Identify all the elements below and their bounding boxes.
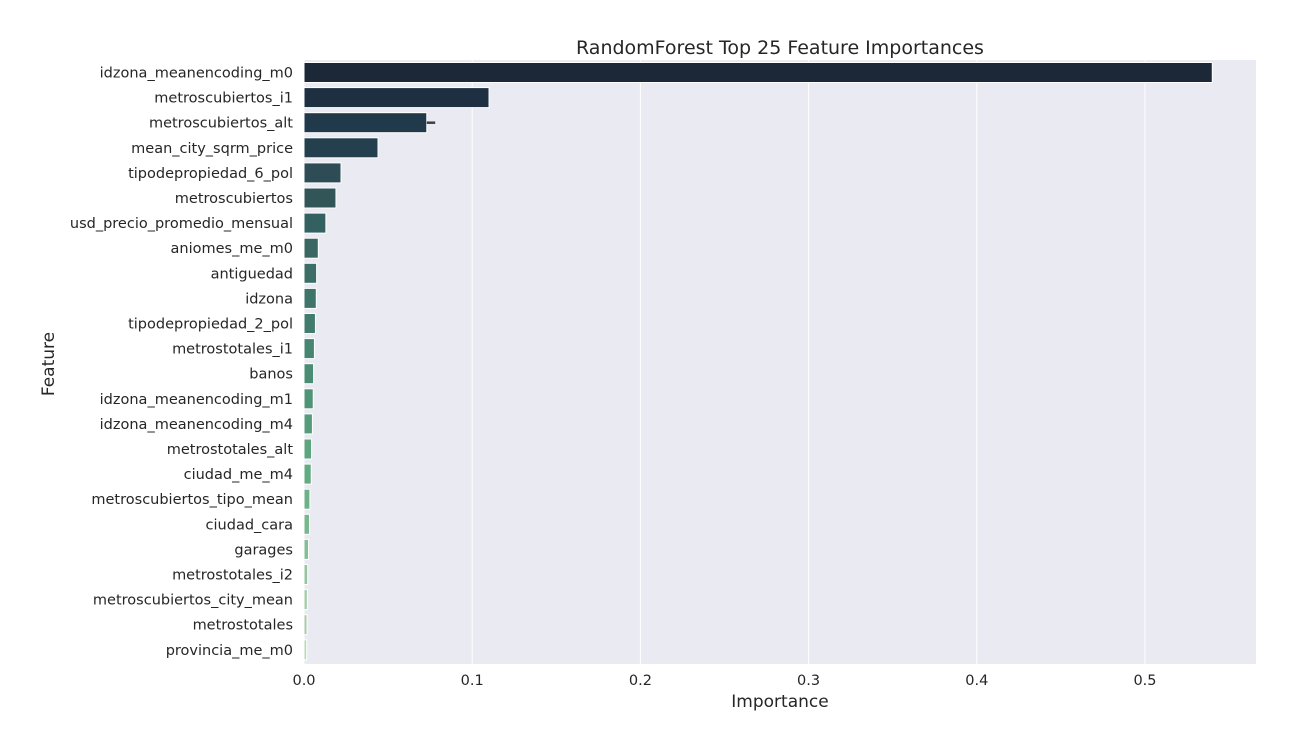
y-tick-label: aniomes_me_m0: [171, 241, 293, 257]
x-tick-label: 0.5: [1133, 673, 1156, 689]
bar-tipodepropiedad_2_pol: [303, 313, 316, 334]
y-tick-label: idzona_meanencoding_m4: [100, 417, 293, 433]
y-tick-label: idzona: [245, 291, 293, 307]
bar-ciudad_cara: [303, 513, 311, 535]
bar-idzona_meanencoding_m1: [303, 388, 314, 410]
y-tick-label: metrostotales_alt: [167, 442, 294, 458]
bar-metroscubiertos_tipo_mean: [303, 488, 311, 510]
x-ticks: 0.0 0.1 0.2 0.3 0.4 0.5: [292, 673, 1156, 689]
y-tick-label: idzona_meanencoding_m1: [100, 392, 293, 408]
y-tick-label: metrostotales: [193, 618, 293, 634]
y-tick-label: metroscubiertos_tipo_mean: [91, 492, 293, 508]
y-tick-label: mean_city_sqrm_price: [131, 141, 293, 157]
bar-idzona_meanencoding_m4: [303, 413, 313, 435]
y-tick-label: metroscubiertos_alt: [149, 116, 293, 132]
bar-metroscubiertos_city_mean: [303, 589, 308, 611]
y-tick-label: idzona_meanencoding_m0: [100, 66, 293, 82]
bar-provincia_me_m0: [303, 639, 308, 661]
bar-metrostotales_i2: [303, 564, 309, 585]
y-tick-label: tipodepropiedad_6_pol: [128, 166, 293, 182]
bars: [303, 62, 1213, 661]
bar-metrostotales: [303, 614, 308, 636]
bar-idzona_meanencoding_m0: [303, 62, 1213, 83]
y-tick-label: metroscubiertos_city_mean: [93, 593, 293, 609]
y-tick-label: usd_precio_promedio_mensual: [70, 216, 293, 232]
x-axis-label: Importance: [731, 692, 828, 712]
x-tick-label: 0.0: [292, 673, 315, 689]
bar-tipodepropiedad_6_pol: [303, 162, 342, 184]
bar-antiguedad: [303, 262, 318, 284]
bar-aniomes_me_m0: [303, 237, 319, 259]
y-tick-label: provincia_me_m0: [166, 643, 293, 659]
bar-ciudad_me_m4: [303, 463, 312, 485]
gridlines: [303, 60, 1146, 664]
y-tick-label: metrostotales_i1: [172, 342, 293, 358]
bar-metroscubiertos_alt: [303, 112, 428, 134]
bar-metroscubiertos_i1: [303, 87, 490, 109]
x-tick-label: 0.2: [629, 673, 652, 689]
bar-usd_precio_promedio_mensual: [303, 212, 327, 234]
y-axis-label: Feature: [39, 332, 59, 396]
bar-metroscubiertos: [303, 187, 337, 209]
y-tick-label: tipodepropiedad_2_pol: [128, 317, 293, 333]
bar-idzona: [303, 287, 317, 309]
y-tick-label: ciudad_cara: [206, 517, 293, 533]
x-tick-label: 0.3: [797, 673, 820, 689]
y-tick-label: garages: [234, 542, 293, 558]
x-tick-label: 0.1: [461, 673, 484, 689]
bar-garages: [303, 538, 310, 560]
y-tick-label: ciudad_me_m4: [184, 467, 293, 483]
bar-metrostotales_alt: [303, 438, 313, 460]
y-tick-label: metroscubiertos_i1: [154, 91, 293, 107]
bar-banos: [303, 363, 315, 385]
y-tick-label: metroscubiertos: [175, 191, 293, 207]
x-tick-label: 0.4: [965, 673, 988, 689]
chart-title: RandomForest Top 25 Feature Importances: [576, 37, 984, 59]
bar-mean_city_sqrm_price: [303, 137, 379, 159]
y-tick-label: antiguedad: [211, 266, 293, 282]
y-category-labels: idzona_meanencoding_m0 metroscubiertos_i1…: [70, 66, 293, 659]
y-tick-label: metrostotales_i2: [172, 568, 293, 584]
bar-metrostotales_i1: [303, 338, 315, 360]
plot-background: [304, 60, 1256, 664]
y-tick-label: banos: [249, 367, 293, 383]
